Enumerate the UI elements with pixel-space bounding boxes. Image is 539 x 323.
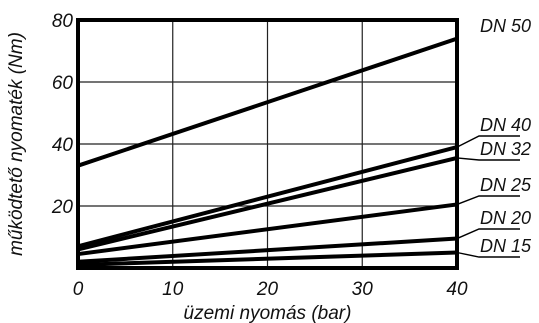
series-lines — [77, 36, 458, 267]
series-label-dn-40: DN 40 — [480, 115, 531, 135]
label-leader-lines — [456, 135, 520, 258]
y-tick-60: 60 — [52, 73, 74, 94]
leader-line-dn-40 — [456, 135, 520, 148]
series-label-dn-32: DN 32 — [480, 139, 531, 159]
leader-line-dn-25 — [456, 195, 520, 206]
x-tick-30: 30 — [352, 279, 374, 300]
series-label-dn-20: DN 20 — [480, 208, 531, 228]
leader-line-dn-15 — [456, 251, 520, 258]
series-line-dn-15 — [77, 250, 458, 267]
leader-line-dn-20 — [456, 228, 520, 240]
y-tick-20: 20 — [51, 197, 74, 218]
series-line-dn-32 — [77, 156, 458, 252]
series-label-dn-15: DN 15 — [480, 236, 532, 256]
x-tick-10: 10 — [162, 279, 184, 300]
series-labels: DN 50 DN 40 DN 32 DN 25 DN 20 DN 15 — [480, 16, 532, 256]
leader-line-dn-32 — [456, 157, 520, 161]
y-axis-title: működtető nyomaték (Nm) — [6, 32, 27, 256]
x-tick-40: 40 — [446, 279, 468, 300]
y-tick-40: 40 — [52, 135, 74, 156]
x-axis-title: üzemi nyomás (bar) — [184, 303, 352, 323]
x-tick-labels: 0 10 20 30 40 — [73, 279, 468, 300]
y-tick-80: 80 — [52, 11, 74, 32]
x-tick-20: 20 — [256, 279, 279, 300]
y-tick-labels: 20 40 60 80 — [51, 11, 74, 218]
series-line-dn-50 — [77, 36, 458, 168]
x-tick-0: 0 — [73, 279, 84, 300]
series-label-dn-25: DN 25 — [480, 175, 532, 195]
series-label-dn-50: DN 50 — [480, 16, 531, 36]
series-line-dn-20 — [77, 236, 458, 264]
series-line-dn-40 — [77, 145, 458, 249]
plot-frame — [76, 18, 459, 270]
series-line-dn-25 — [77, 202, 458, 257]
